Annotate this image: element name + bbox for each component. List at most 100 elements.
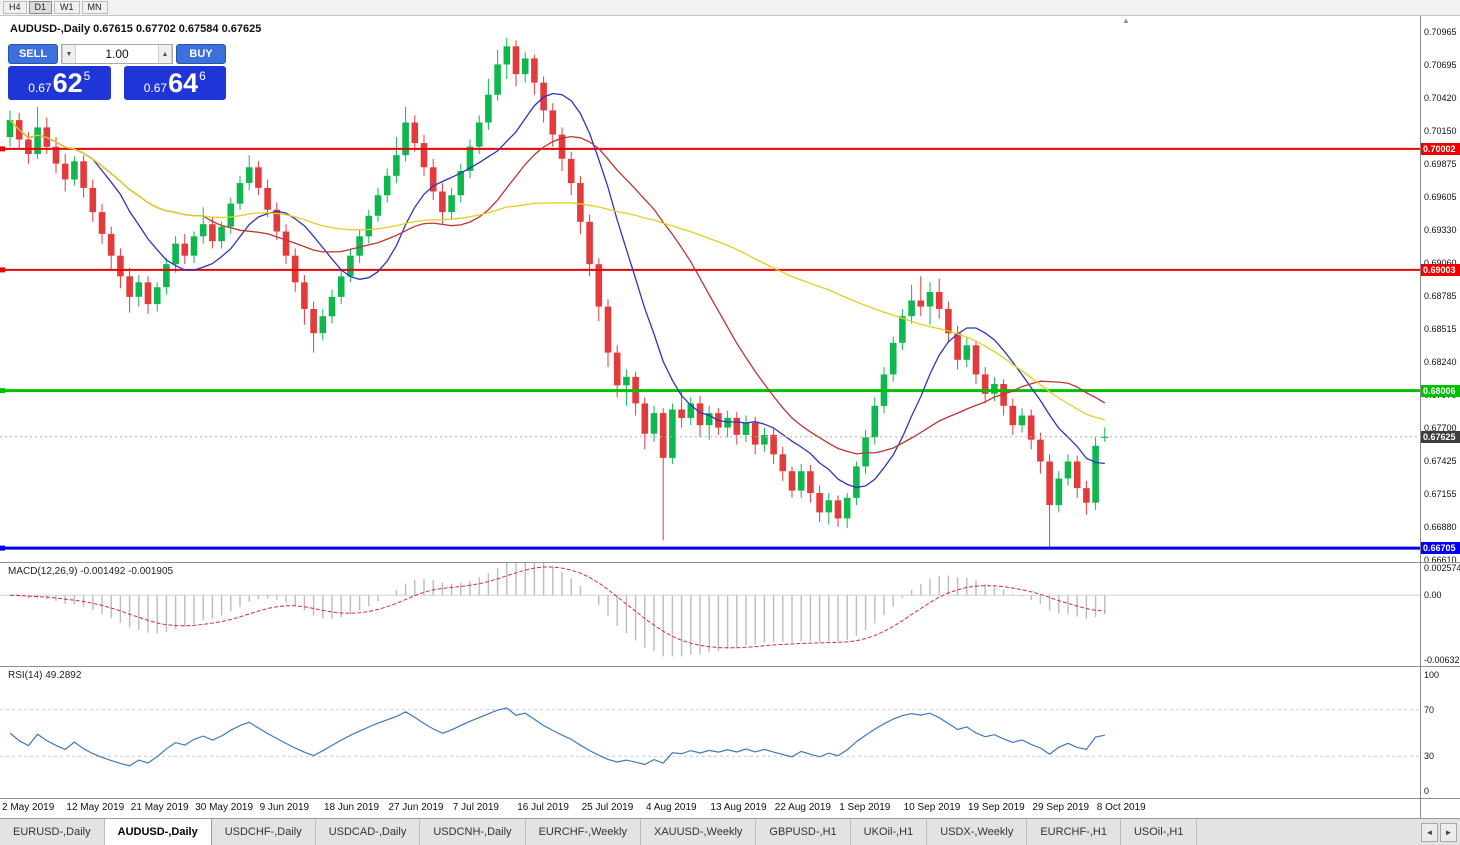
candlestick-chart[interactable]: AUDUSD-,Daily 0.67615 0.67702 0.67584 0.… (0, 16, 1420, 562)
rsi-header: RSI(14) 49.2892 (8, 670, 82, 681)
buy-button[interactable]: BUY (176, 44, 226, 64)
price-axis-label: 0.69060 (1424, 258, 1457, 268)
chart-tabs: EURUSD-,Daily AUDUSD-,Daily USDCHF-,Daily U… (0, 819, 1198, 845)
timeframe-button-d1[interactable]: D1 (28, 1, 53, 14)
timeframe-toolbar: H4 D1 W1 MN (0, 0, 1460, 16)
current-price-tag: 0.67625 (1421, 430, 1460, 443)
tab-scroll-right-icon[interactable]: ► (1440, 822, 1457, 842)
volume-increase-icon[interactable]: ▲ (158, 45, 172, 63)
tab-scroll-controls: ◄ ► (1421, 819, 1460, 845)
price-axis[interactable]: 0.70965 0.70695 0.70420 0.70150 0.69875 0.696… (1420, 16, 1460, 565)
price-level-tag: 0.66705 (1421, 542, 1460, 555)
time-axis-corner (1420, 799, 1460, 818)
price-level-tag: 0.69003 (1421, 263, 1460, 276)
sell-price-prefix: 0.67 (28, 81, 52, 95)
timeframe-button-mn[interactable]: MN (81, 1, 108, 14)
price-axis-label: 0.67700 (1424, 422, 1457, 433)
sell-price[interactable]: 0.67 62 5 (8, 66, 111, 100)
time-axis-label: 27 Jun 2019 (388, 802, 444, 813)
price-axis-label: 0.68785 (1424, 291, 1457, 302)
price-axis-label: 0.69875 (1424, 159, 1457, 170)
price-axis-label: 0.66610 (1424, 554, 1457, 565)
time-axis-label: 13 Aug 2019 (710, 802, 767, 813)
price-axis-label: 0.68240 (1424, 357, 1457, 368)
price-chart-panel: AUDUSD-,Daily 0.67615 0.67702 0.67584 0.… (0, 16, 1460, 565)
chart-tab-usdcnh-daily[interactable]: USDCNH-,Daily (420, 819, 526, 845)
price-axis-label: 0.69330 (1424, 225, 1457, 236)
rsi-chart[interactable]: RSI(14) 49.2892 (0, 667, 1420, 798)
time-axis-label: 29 Sep 2019 (1032, 802, 1090, 813)
time-axis-label: 19 Sep 2019 (968, 802, 1025, 813)
time-axis-labels[interactable]: 2 May 2019 12 May 2019 21 May 2019 30 May 2… (0, 799, 1420, 818)
time-axis-label: 30 May 2019 (195, 802, 254, 813)
chart-tab-audusd-daily[interactable]: AUDUSD-,Daily (104, 819, 212, 845)
price-axis-label: 0.66880 (1424, 521, 1457, 532)
volume-input[interactable] (76, 45, 158, 63)
price-level-tag: 0.70002 (1421, 142, 1460, 155)
chart-shift-marker-icon: ▲ (1122, 16, 1130, 25)
price-axis-label: 0.70150 (1424, 126, 1457, 136)
price-axis-label: 0.67155 (1424, 488, 1457, 499)
chart-tab-xauusd-weekly[interactable]: XAUUSD-,Weekly (640, 819, 757, 845)
macd-axis-label: 0.00 (1424, 590, 1442, 601)
macd-axis-label: 0.002574 (1424, 563, 1460, 574)
time-axis-label: 1 Sep 2019 (839, 802, 891, 813)
chart-tab-bar: EURUSD-,Daily AUDUSD-,Daily USDCHF-,Daily U… (0, 818, 1460, 845)
macd-chart[interactable]: MACD(12,26,9) -0.001492 -0.001905 (0, 563, 1420, 666)
timeframe-button-w1[interactable]: W1 (54, 1, 80, 14)
rsi-axis-label: 100 (1424, 670, 1440, 680)
sell-price-sup: 5 (83, 69, 91, 83)
time-axis-label: 25 Jul 2019 (581, 802, 634, 813)
macd-axis-label: -0.006326 (1424, 655, 1460, 665)
tab-scroll-left-icon[interactable]: ◄ (1421, 822, 1438, 842)
sell-price-big: 62 (52, 67, 83, 98)
buy-price-prefix: 0.67 (143, 81, 168, 95)
chart-tab-eurusd-daily[interactable]: EURUSD-,Daily (0, 819, 105, 845)
time-axis-label: 12 May 2019 (66, 802, 125, 813)
price-axis-label: 0.68515 (1424, 323, 1457, 334)
chart-tab-gbpusd-h1[interactable]: GBPUSD-,H1 (756, 819, 851, 845)
chart-tab-usoil-h1[interactable]: USOil-,H1 (1120, 819, 1198, 845)
time-axis-label: 21 May 2019 (130, 802, 189, 813)
buy-price-sup: 6 (199, 69, 206, 83)
rsi-axis-label: 70 (1424, 704, 1435, 715)
time-axis-label: 2 May 2019 (2, 802, 55, 813)
rsi-axis-label: 0 (1424, 786, 1430, 796)
price-axis-label: 0.70420 (1424, 93, 1457, 104)
chart-tab-eurchf-weekly[interactable]: EURCHF-,Weekly (525, 819, 641, 845)
price-level-tag: 0.68006 (1421, 384, 1460, 397)
volume-decrease-icon[interactable]: ▼ (62, 45, 76, 63)
sell-button[interactable]: SELL (8, 44, 58, 64)
macd-header: MACD(12,26,9) -0.001492 -0.001905 (8, 566, 174, 577)
chart-tab-usdcad-daily[interactable]: USDCAD-,Daily (315, 819, 421, 845)
rsi-axis-label: 30 (1424, 751, 1435, 762)
chart-tab-usdchf-daily[interactable]: USDCHF-,Daily (211, 819, 316, 845)
time-axis-label: 18 Jun 2019 (324, 802, 380, 813)
chart-tab-ukoil-h1[interactable]: UKOil-,H1 (850, 819, 928, 845)
macd-panel: MACD(12,26,9) -0.001492 -0.001905 0.0025… (0, 562, 1460, 666)
macd-axis: 0.002574 0.00 -0.006326 (1420, 563, 1460, 666)
chart-tab-usdx-weekly[interactable]: USDX-,Weekly (927, 819, 1028, 845)
time-axis-label: 8 Oct 2019 (1096, 802, 1146, 813)
price-axis-label: 0.69605 (1424, 191, 1457, 202)
time-axis-label: 16 Jul 2019 (517, 802, 569, 813)
price-axis-label: 0.70695 (1424, 60, 1457, 71)
time-axis-label: 9 Jun 2019 (259, 802, 310, 813)
price-axis-label: 0.70965 (1424, 27, 1457, 38)
chart-title: AUDUSD-,Daily 0.67615 0.67702 0.67584 0.… (10, 23, 262, 35)
volume-field: ▼ ▲ (61, 44, 173, 64)
chart-tab-eurchf-h1[interactable]: EURCHF-,H1 (1027, 819, 1121, 845)
price-axis-label: 0.67425 (1424, 455, 1457, 466)
time-axis[interactable]: 2 May 2019 12 May 2019 21 May 2019 30 May 2… (0, 798, 1460, 818)
buy-price[interactable]: 0.67 64 6 (123, 66, 226, 100)
time-axis-label: 4 Aug 2019 (646, 802, 697, 813)
time-axis-label: 22 Aug 2019 (774, 802, 831, 813)
timeframe-button-h4[interactable]: H4 (3, 1, 27, 14)
rsi-axis: 100 70 30 0 (1420, 667, 1460, 798)
rsi-panel: RSI(14) 49.2892 100 70 30 0 (0, 666, 1460, 798)
time-axis-label: 10 Sep 2019 (903, 802, 961, 813)
time-axis-label: 7 Jul 2019 (452, 802, 499, 813)
buy-price-big: 64 (168, 67, 199, 98)
